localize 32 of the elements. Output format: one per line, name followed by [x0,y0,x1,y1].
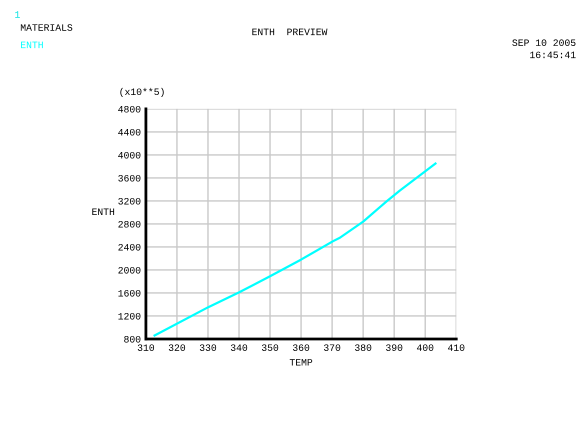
x-tick-label: 350 [262,344,278,351]
line-series [153,162,437,337]
x-tick-label: 330 [200,344,216,351]
x-tick-label: 340 [230,344,248,351]
text: (x10**5) [120,88,164,97]
x-tick-label: 400 [416,344,434,351]
y-tick-label: 1600 [118,290,140,297]
x-tick-label: 320 [168,344,186,351]
y-tick-label: 3200 [118,198,140,205]
text: 1 [15,11,20,18]
text: 16:45:41 [530,52,576,58]
x-tick-label: 380 [355,344,372,351]
y-tick-label: 2400 [118,244,140,251]
text: MATERIALS [20,24,72,31]
x-tick-label: 390 [386,344,402,351]
y-tick-label: 2000 [118,266,140,274]
y-tick-label: 1200 [118,312,140,320]
y-tick-label: 4800 [118,106,140,113]
y-tick-label: 4400 [118,128,140,136]
y-tick-label: 4000 [118,152,140,159]
y-tick-label: 3600 [118,174,140,182]
y-tick-label: 800 [124,336,140,343]
chart-title: ENTH PREVIEW [252,28,328,36]
x-tick-label: 370 [324,344,340,351]
x-axis-title: TEMP [290,359,312,366]
y-axis-title: ENTH [92,208,114,215]
y-tick-label: 2800 [118,220,140,228]
x-tick-label: 310 [138,344,154,351]
text: SEP 10 2005 [512,39,576,46]
x-tick-label: 410 [448,344,464,351]
x-tick-label: 360 [292,344,310,351]
text: ENTH [21,42,43,48]
